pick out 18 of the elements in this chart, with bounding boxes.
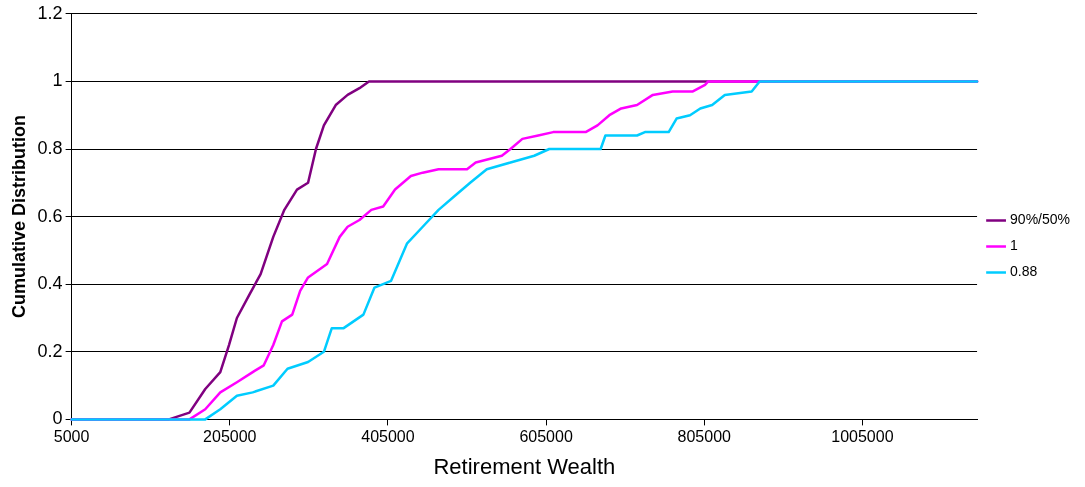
legend-label: 1 (1010, 237, 1019, 254)
y-tick-label: 0.4 (37, 273, 63, 294)
x-tick-label: 805000 (677, 428, 732, 446)
legend-label: 0.88 (1010, 263, 1038, 280)
y-tick-label: 1.2 (37, 2, 63, 23)
x-tick-label: 1005000 (831, 428, 894, 446)
x-tick-label: 205000 (203, 428, 257, 446)
y-tick-label: 0.6 (37, 205, 63, 226)
legend-label: 90%/50% (1010, 211, 1071, 228)
x-tick-label: 605000 (519, 428, 573, 446)
y-tick-label: 0 (52, 408, 63, 429)
x-axis-title: Retirement Wealth (433, 453, 616, 479)
x-tick-label: 405000 (361, 428, 415, 446)
y-tick-label: 0.2 (37, 340, 63, 361)
x-tick-label: 5000 (53, 428, 90, 446)
y-tick-label: 0.8 (37, 137, 63, 158)
y-tick-label: 1 (52, 70, 63, 91)
y-axis-title: Cumulative Distribution (8, 115, 29, 319)
